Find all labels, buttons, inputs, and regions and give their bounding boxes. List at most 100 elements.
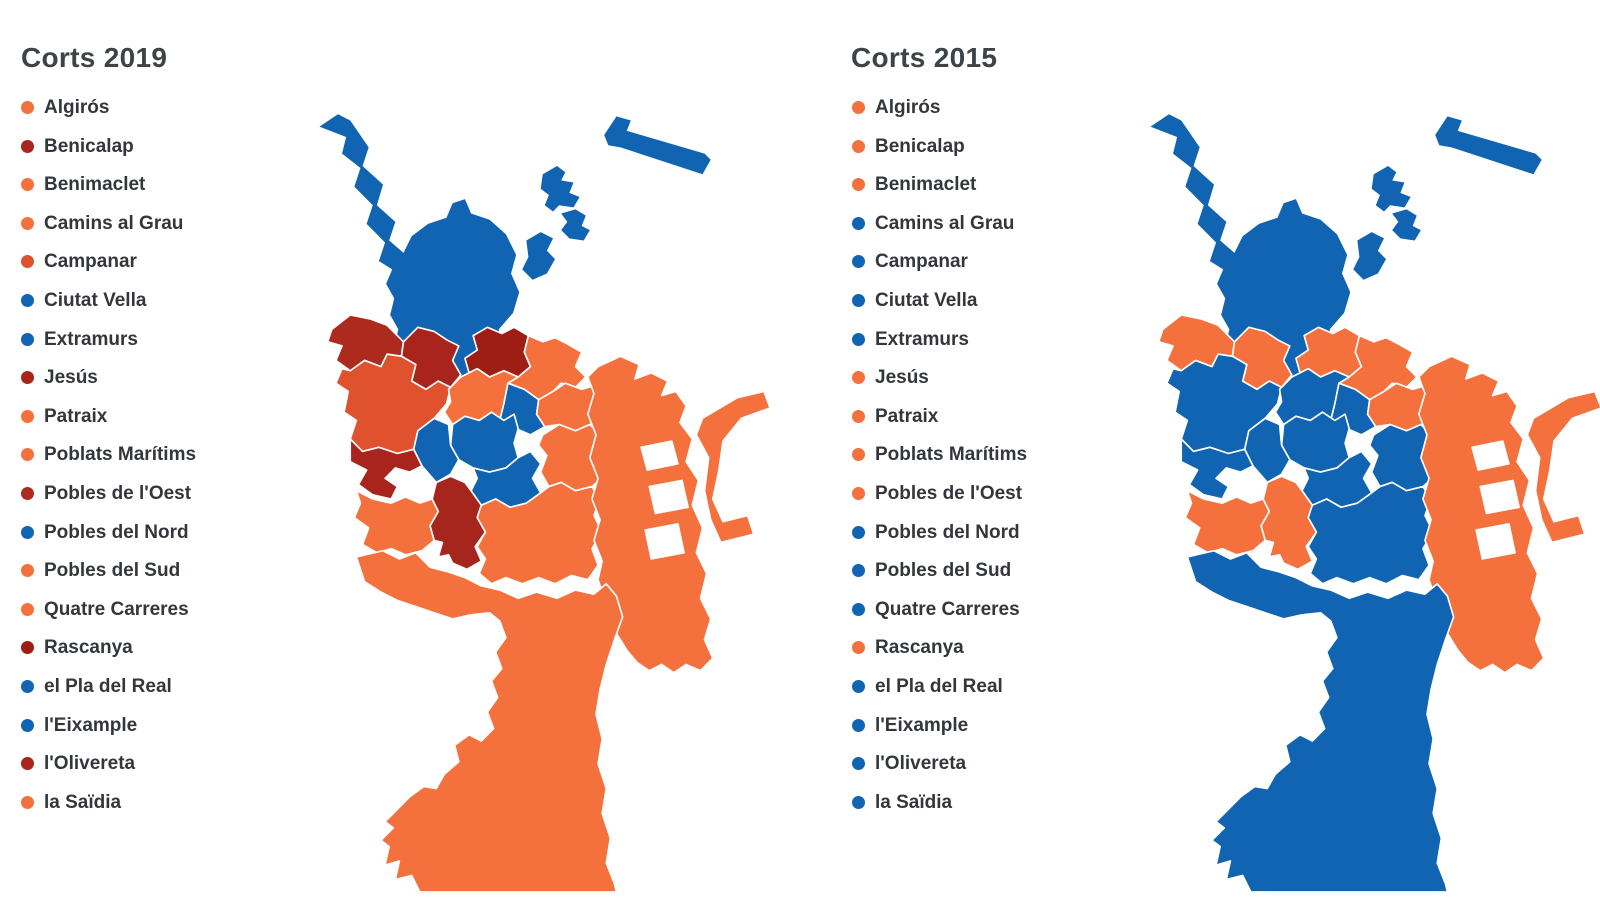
legend-item-poblats-maritims: Poblats Marítims xyxy=(852,443,1027,482)
legend-dot-l-eixample xyxy=(852,718,865,732)
legend-label-pobles-del-sud: Pobles del Sud xyxy=(44,560,181,582)
legend-item-patraix: Patraix xyxy=(21,405,196,444)
legend-item-l-olivereta: l'Olivereta xyxy=(852,752,1027,791)
legend-item-la-saidia: la Saïdia xyxy=(21,791,196,830)
district-shape-pobles-del-sud xyxy=(355,549,624,892)
district-shape-pobles-del-nord xyxy=(1150,114,1542,394)
legend-item-algiros: Algirós xyxy=(21,96,196,135)
legend-label-algiros: Algirós xyxy=(44,97,110,118)
legend-label-benicalap: Benicalap xyxy=(44,135,134,157)
district-shape-l-olivereta xyxy=(1180,438,1254,500)
legend-item-l-olivereta: l'Olivereta xyxy=(21,752,196,791)
district-shape-ciutat-vella xyxy=(449,411,520,473)
legend-label-ciutat-vella: Ciutat Vella xyxy=(875,289,978,311)
legend-item-campanar: Campanar xyxy=(21,250,196,289)
legend-item-pobles-del-sud: Pobles del Sud xyxy=(852,559,1027,598)
panel-corts-2019: Corts 2019 Algirós Benicalap Benimaclet Cam… xyxy=(21,42,771,892)
district-shape-jesus xyxy=(1260,475,1318,571)
legend-2015: Algirós Benicalap Benimaclet Camins al Grau… xyxy=(852,96,1027,829)
legend-dot-ciutat-vella xyxy=(21,293,34,307)
legend-dot-rascanya xyxy=(21,641,34,655)
map-2019 xyxy=(297,106,809,892)
legend-item-benimaclet: Benimaclet xyxy=(852,173,1027,212)
legend-dot-l-eixample xyxy=(21,718,34,732)
legend-item-poblats-maritims: Poblats Marítims xyxy=(21,443,196,482)
legend-dot-jesus xyxy=(21,371,34,385)
legend-label-camins-al-grau: Camins al Grau xyxy=(875,212,1015,234)
legend-label-campanar: Campanar xyxy=(875,251,968,273)
legend-label-campanar: Campanar xyxy=(44,251,137,273)
legend-dot-benimaclet xyxy=(21,178,34,192)
panel-corts-2015: Corts 2015 Algirós Benicalap Benimaclet Cam… xyxy=(800,0,1600,900)
legend-label-rascanya: Rascanya xyxy=(875,637,964,659)
legend-dot-pobles-del-nord xyxy=(21,525,34,539)
legend-item-quatre-carreres: Quatre Carreres xyxy=(852,598,1027,637)
legend-label-la-saidia: la Saïdia xyxy=(44,791,122,813)
legend-dot-l-olivereta xyxy=(21,757,34,771)
legend-item-rascanya: Rascanya xyxy=(852,636,1027,675)
legend-label-l-olivereta: l'Olivereta xyxy=(875,753,967,775)
legend-label-pobles-del-sud: Pobles del Sud xyxy=(875,560,1012,582)
legend-label-poblats-maritims: Poblats Marítims xyxy=(44,444,197,466)
legend-dot-pobles-de-l-oest xyxy=(852,486,865,500)
legend-item-el-pla-del-real: el Pla del Real xyxy=(21,675,196,714)
legend-item-pobles-del-nord: Pobles del Nord xyxy=(852,521,1027,560)
legend-item-la-saidia: la Saïdia xyxy=(852,791,1027,830)
legend-item-benimaclet: Benimaclet xyxy=(21,173,196,212)
legend-dot-pobles-del-sud xyxy=(852,564,865,578)
district-shape-campanar xyxy=(1166,353,1283,455)
legend-label-l-eixample: l'Eixample xyxy=(44,714,138,736)
legend-label-algiros: Algirós xyxy=(875,97,941,118)
valencia-districts-map xyxy=(319,114,771,892)
district-shape-patraix xyxy=(1184,489,1271,556)
legend-label-jesus: Jesús xyxy=(875,367,929,389)
legend-label-l-olivereta: l'Olivereta xyxy=(44,753,136,775)
district-shape-quatre-carreres xyxy=(476,481,603,585)
legend-item-pobles-de-l-oest: Pobles de l'Oest xyxy=(21,482,196,521)
legend-dot-l-olivereta xyxy=(852,757,865,771)
legend-dot-patraix xyxy=(852,409,865,423)
legend-dot-algiros xyxy=(852,101,865,114)
legend-item-benicalap: Benicalap xyxy=(21,135,196,174)
legend-label-pobles-de-l-oest: Pobles de l'Oest xyxy=(875,482,1023,504)
legend-label-rascanya: Rascanya xyxy=(44,637,133,659)
legend-dot-camins-al-grau xyxy=(21,216,34,230)
legend-dot-benimaclet xyxy=(852,178,865,192)
legend-dot-quatre-carreres xyxy=(852,602,865,616)
legend-label-jesus: Jesús xyxy=(44,367,98,389)
district-shape-l-olivereta xyxy=(349,438,423,500)
district-shape-poblats-maritims xyxy=(586,355,771,674)
legend-label-benicalap: Benicalap xyxy=(875,135,965,157)
legend-label-poblats-maritims: Poblats Marítims xyxy=(875,444,1028,466)
legend-dot-el-pla-del-real xyxy=(852,679,865,693)
legend-label-extramurs: Extramurs xyxy=(875,328,969,350)
legend-dot-la-saidia xyxy=(21,795,34,809)
valencia-districts-map xyxy=(1150,114,1600,892)
legend-label-quatre-carreres: Quatre Carreres xyxy=(44,598,189,620)
legend-dot-algiros xyxy=(21,101,34,114)
legend-dot-pobles-del-nord xyxy=(852,525,865,539)
legend-item-l-eixample: l'Eixample xyxy=(21,714,196,753)
district-shape-pobles-del-nord xyxy=(319,114,711,394)
district-shape-poblats-maritims xyxy=(1417,355,1600,674)
legend-label-la-saidia: la Saïdia xyxy=(875,791,953,813)
legend-label-extramurs: Extramurs xyxy=(44,328,138,350)
legend-item-pobles-de-l-oest: Pobles de l'Oest xyxy=(852,482,1027,521)
district-shape-pobles-del-sud xyxy=(1186,549,1455,892)
legend-dot-camins-al-grau xyxy=(852,216,865,230)
legend-dot-rascanya xyxy=(852,641,865,655)
legend-dot-poblats-maritims xyxy=(21,448,34,462)
legend-label-benimaclet: Benimaclet xyxy=(875,174,977,196)
legend-dot-poblats-maritims xyxy=(852,448,865,462)
legend-item-camins-al-grau: Camins al Grau xyxy=(852,212,1027,251)
district-shape-ciutat-vella xyxy=(1280,411,1351,473)
legend-dot-quatre-carreres xyxy=(21,602,34,616)
legend-label-benimaclet: Benimaclet xyxy=(44,174,146,196)
legend-item-camins-al-grau: Camins al Grau xyxy=(21,212,196,251)
legend-item-el-pla-del-real: el Pla del Real xyxy=(852,675,1027,714)
legend-label-camins-al-grau: Camins al Grau xyxy=(44,212,184,234)
map-2015 xyxy=(1128,106,1600,892)
legend-item-extramurs: Extramurs xyxy=(21,328,196,367)
legend-label-pobles-del-nord: Pobles del Nord xyxy=(44,521,189,543)
district-shape-campanar xyxy=(335,353,452,455)
